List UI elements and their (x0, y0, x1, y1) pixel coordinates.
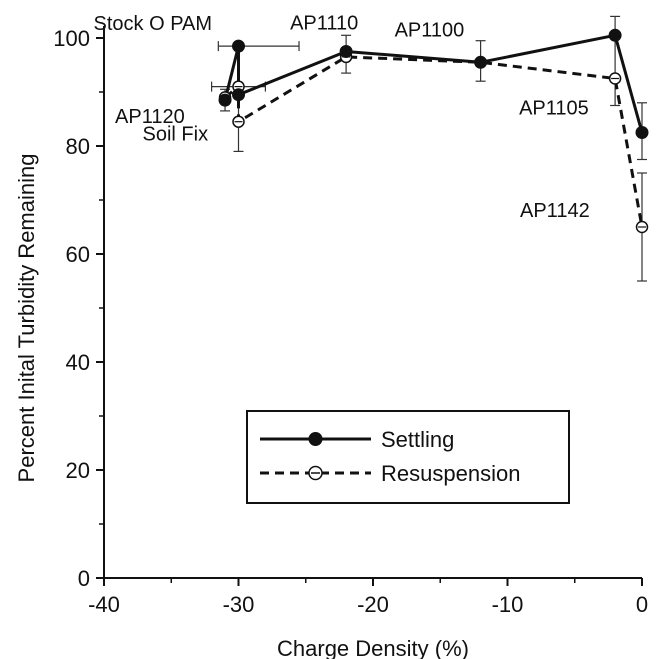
annotation-stock-o-pam: Stock O PAM (94, 13, 213, 35)
point-settling (608, 28, 622, 42)
legend: Settling Resuspension (246, 410, 570, 504)
x-axis-label: Charge Density (%) (277, 636, 469, 659)
y-tick-label: 80 (66, 134, 90, 159)
x-tick-label: -30 (223, 592, 255, 617)
legend-entry-resuspension: Resuspension (381, 461, 520, 486)
series-markers (218, 28, 649, 234)
annotation-ap1110: AP1110 (290, 13, 358, 35)
point-settling (232, 39, 245, 53)
x-tick-label: -20 (357, 592, 389, 617)
y-tick-label: 0 (78, 566, 90, 591)
series-lines (223, 33, 644, 228)
point-settling (474, 55, 488, 69)
y-tick-label: 60 (66, 242, 90, 267)
annotation-soil-fix: Soil Fix (143, 124, 209, 146)
y-axis-label: Percent Inital Turbidity Remaining (14, 154, 39, 483)
legend-entry-settling: Settling (381, 427, 454, 452)
point-settling (339, 45, 353, 58)
point-settling (635, 126, 649, 139)
point-settling (232, 88, 245, 102)
x-tick-label: 0 (636, 592, 648, 617)
legend-box (246, 410, 570, 504)
error-bars (211, 15, 647, 282)
annotation-ap1100: AP1100 (395, 19, 465, 41)
y-tick-label: 100 (53, 26, 90, 51)
x-tick-label: -10 (492, 592, 524, 617)
y-tick-label: 40 (66, 350, 90, 375)
annotation-ap1120: AP1120 (115, 106, 185, 128)
y-tick-label: 20 (66, 458, 90, 483)
annotation-ap1105: AP1105 (519, 98, 589, 120)
ticks: -40 -30 -20 -10 0 0 20 40 60 80 100 (53, 26, 648, 617)
annotation-ap1142: AP1142 (520, 200, 590, 222)
legend-marker-settling (308, 432, 323, 446)
x-tick-label: -40 (88, 592, 120, 617)
point-settling (218, 93, 232, 107)
